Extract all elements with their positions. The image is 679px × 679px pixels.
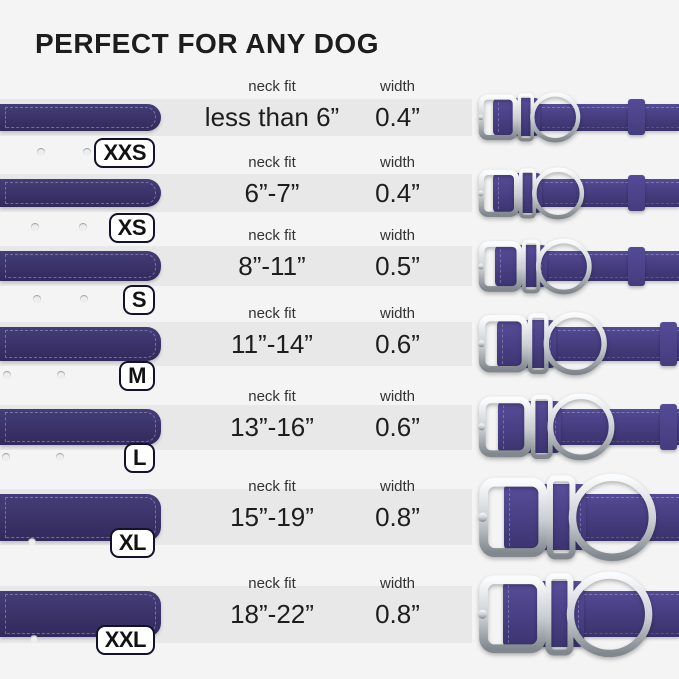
neck-fit-value: 15”-19” [230, 502, 314, 532]
collar-hole [79, 223, 87, 231]
collar-keeper-loop [628, 174, 645, 212]
collar-strap-tail [579, 591, 679, 637]
buckle-dring-icon [478, 393, 615, 461]
collar-keeper-loop [628, 99, 645, 135]
neck-fit-label: neck fit [248, 388, 296, 405]
buckle-dring-icon [478, 473, 657, 561]
collar-strap-tail [539, 179, 679, 207]
width-value: 0.8” [375, 599, 420, 629]
width-label: width [379, 78, 416, 95]
neck-fit-value: 11”-14” [231, 329, 313, 359]
neck-fit-value: 6”-7” [244, 178, 300, 208]
width-label: width [379, 478, 416, 495]
collar-keeper-loop [628, 246, 645, 286]
neck-fit-label: neck fit [248, 575, 296, 592]
buckle-dring-icon [478, 571, 653, 657]
collar-hole [30, 635, 38, 643]
collar-hole [83, 147, 91, 156]
collar-strap-icon: XL [0, 493, 161, 558]
collar-hole [28, 537, 36, 546]
collar-hole [57, 371, 65, 379]
neck-fit-label: neck fit [248, 478, 296, 495]
collar-keeper-loop [660, 321, 677, 367]
collar-strap-icon: S [0, 251, 161, 315]
collar-hole [3, 371, 11, 379]
collar-photo [0, 379, 679, 475]
width-value: 0.8” [375, 502, 420, 532]
size-badge: XS [108, 213, 155, 243]
size-badge: XXL [95, 625, 155, 655]
neck-fit-label: neck fit [248, 227, 296, 244]
size-badge: S [122, 285, 155, 315]
neck-fit-value: less than 6” [204, 102, 340, 132]
collar-strap-icon: XXS [0, 103, 161, 168]
neck-fit-value: 18”-22” [230, 599, 314, 629]
collar-strap-tail [552, 327, 679, 361]
neck-fit-label: neck fit [248, 78, 296, 95]
size-row-s: S neck fit 8”-11” width 0.5” [0, 218, 679, 315]
width-label: width [379, 575, 416, 592]
collar-strap-tail [557, 409, 679, 445]
collar-strap-tail [581, 493, 679, 541]
collar-hole [33, 295, 41, 303]
size-badge: M [119, 361, 155, 391]
width-label: width [379, 388, 416, 405]
size-row-m: M neck fit 11”-14” width 0.6” [0, 296, 679, 392]
collar-strap-icon: XS [0, 179, 161, 243]
width-value: 0.4” [375, 102, 420, 132]
collar-photo [0, 469, 679, 565]
collar-photo [0, 145, 679, 241]
neck-fit-value: 8”-11” [238, 251, 306, 281]
neck-fit-label: neck fit [248, 154, 296, 171]
buckle-dring-icon [478, 166, 585, 220]
width-value: 0.5” [375, 251, 420, 281]
collar-hole [31, 223, 39, 231]
size-row-xxs: XXS neck fit less than 6” width 0.4” [0, 69, 679, 168]
collar-keeper-loop [660, 403, 677, 451]
collar-strap-tail [544, 251, 679, 281]
neck-fit-label: neck fit [248, 305, 296, 322]
size-badge: L [124, 443, 155, 473]
collar-hole [37, 147, 45, 156]
width-value: 0.6” [375, 329, 420, 359]
collar-photo [0, 296, 679, 392]
neck-fit-value: 13”-16” [230, 412, 314, 442]
width-label: width [379, 227, 416, 244]
size-badge: XXS [94, 137, 155, 168]
width-label: width [379, 305, 416, 322]
collar-hole [80, 295, 88, 303]
buckle-dring-icon [478, 238, 592, 294]
size-badge: XL [109, 527, 155, 558]
collar-strap-tail [537, 103, 679, 131]
collar-photo [0, 69, 679, 165]
collar-photo [0, 566, 679, 662]
collar-hole [56, 453, 64, 461]
collar-strap-icon: L [0, 409, 161, 473]
size-row-l: L neck fit 13”-16” width 0.6” [0, 379, 679, 475]
size-row-xxl: XXL neck fit 18”-22” width 0.8” [0, 566, 679, 662]
collar-photo [0, 218, 679, 314]
collar-strap-icon: XXL [0, 591, 161, 655]
width-value: 0.4” [375, 178, 420, 208]
page-title: PERFECT FOR ANY DOG [35, 28, 379, 59]
collar-strap-icon: M [0, 327, 161, 391]
size-row-xl: XL neck fit 15”-19” width 0.8” [0, 469, 679, 565]
collar-hole [2, 453, 10, 461]
buckle-dring-icon [478, 91, 581, 143]
width-label: width [379, 154, 416, 171]
size-row-xs: XS neck fit 6”-7” width 0.4” [0, 145, 679, 243]
width-value: 0.6” [375, 412, 420, 442]
buckle-dring-icon [478, 312, 607, 376]
